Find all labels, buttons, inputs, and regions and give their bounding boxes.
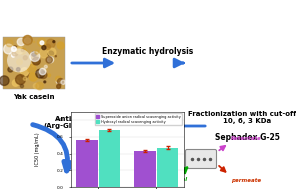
FancyBboxPatch shape	[186, 149, 216, 169]
Circle shape	[30, 52, 40, 61]
Circle shape	[34, 41, 35, 42]
Circle shape	[36, 71, 41, 77]
Circle shape	[40, 41, 44, 45]
Circle shape	[0, 76, 9, 85]
Text: Yak casein: Yak casein	[13, 94, 55, 100]
Text: Retentate: Retentate	[231, 136, 262, 141]
Circle shape	[48, 48, 56, 56]
Circle shape	[12, 80, 19, 86]
Circle shape	[46, 57, 52, 63]
Circle shape	[17, 68, 20, 71]
Text: Sephadex G-25: Sephadex G-25	[215, 133, 279, 142]
Circle shape	[20, 48, 26, 54]
Circle shape	[57, 84, 61, 88]
Circle shape	[42, 46, 46, 50]
Text: Antioxidant peptide
(Arg-Glu-Leu-Glu-Glu-Leu): Antioxidant peptide (Arg-Glu-Leu-Glu-Glu…	[44, 116, 146, 129]
Text: Fractionization with cut-off of
10, 6, 3 KDa: Fractionization with cut-off of 10, 6, 3…	[188, 111, 296, 124]
Circle shape	[17, 38, 25, 46]
Bar	[99, 130, 120, 187]
Y-axis label: IC50 (mg/mL): IC50 (mg/mL)	[35, 132, 40, 166]
Circle shape	[36, 82, 43, 90]
Circle shape	[47, 57, 54, 63]
Circle shape	[17, 59, 22, 65]
Circle shape	[33, 57, 40, 65]
Circle shape	[39, 68, 46, 75]
Circle shape	[44, 81, 46, 83]
Circle shape	[61, 80, 65, 84]
Circle shape	[57, 78, 64, 85]
Circle shape	[21, 49, 24, 52]
Circle shape	[23, 77, 27, 80]
Circle shape	[23, 56, 27, 60]
Circle shape	[56, 76, 61, 82]
Circle shape	[22, 74, 23, 76]
Circle shape	[55, 56, 56, 57]
Circle shape	[24, 38, 31, 44]
Circle shape	[32, 52, 36, 56]
Circle shape	[38, 38, 46, 47]
Circle shape	[8, 67, 13, 72]
Circle shape	[56, 79, 61, 84]
Legend: Superoxide anion radical scavenging activity, Hydroxyl radical scavenging activi: Superoxide anion radical scavenging acti…	[95, 113, 182, 125]
Circle shape	[45, 44, 51, 50]
Circle shape	[28, 64, 36, 73]
Circle shape	[33, 83, 39, 89]
Bar	[157, 148, 178, 187]
Circle shape	[57, 42, 64, 49]
Circle shape	[15, 75, 25, 84]
Circle shape	[16, 47, 23, 54]
Circle shape	[12, 54, 15, 57]
Circle shape	[40, 72, 47, 79]
Circle shape	[48, 74, 51, 77]
Circle shape	[31, 62, 36, 67]
Circle shape	[51, 60, 52, 61]
Circle shape	[23, 35, 32, 45]
FancyArrowPatch shape	[33, 125, 73, 171]
Circle shape	[35, 50, 39, 54]
Circle shape	[21, 68, 29, 76]
Circle shape	[46, 39, 55, 48]
Circle shape	[14, 46, 17, 49]
Circle shape	[4, 44, 14, 54]
Circle shape	[40, 49, 49, 58]
Bar	[134, 151, 156, 187]
Circle shape	[29, 73, 37, 81]
Circle shape	[12, 47, 16, 51]
FancyBboxPatch shape	[3, 37, 65, 89]
Circle shape	[6, 40, 13, 47]
Text: material: material	[162, 177, 188, 182]
Circle shape	[48, 51, 54, 57]
Circle shape	[21, 70, 29, 78]
Text: permeate: permeate	[231, 178, 261, 183]
Bar	[76, 140, 98, 187]
Circle shape	[44, 65, 47, 68]
Circle shape	[53, 41, 55, 43]
Text: Enzymatic hydrolysis: Enzymatic hydrolysis	[102, 46, 194, 56]
Circle shape	[7, 48, 31, 72]
Circle shape	[12, 50, 18, 56]
Circle shape	[36, 69, 45, 78]
Circle shape	[20, 84, 24, 88]
